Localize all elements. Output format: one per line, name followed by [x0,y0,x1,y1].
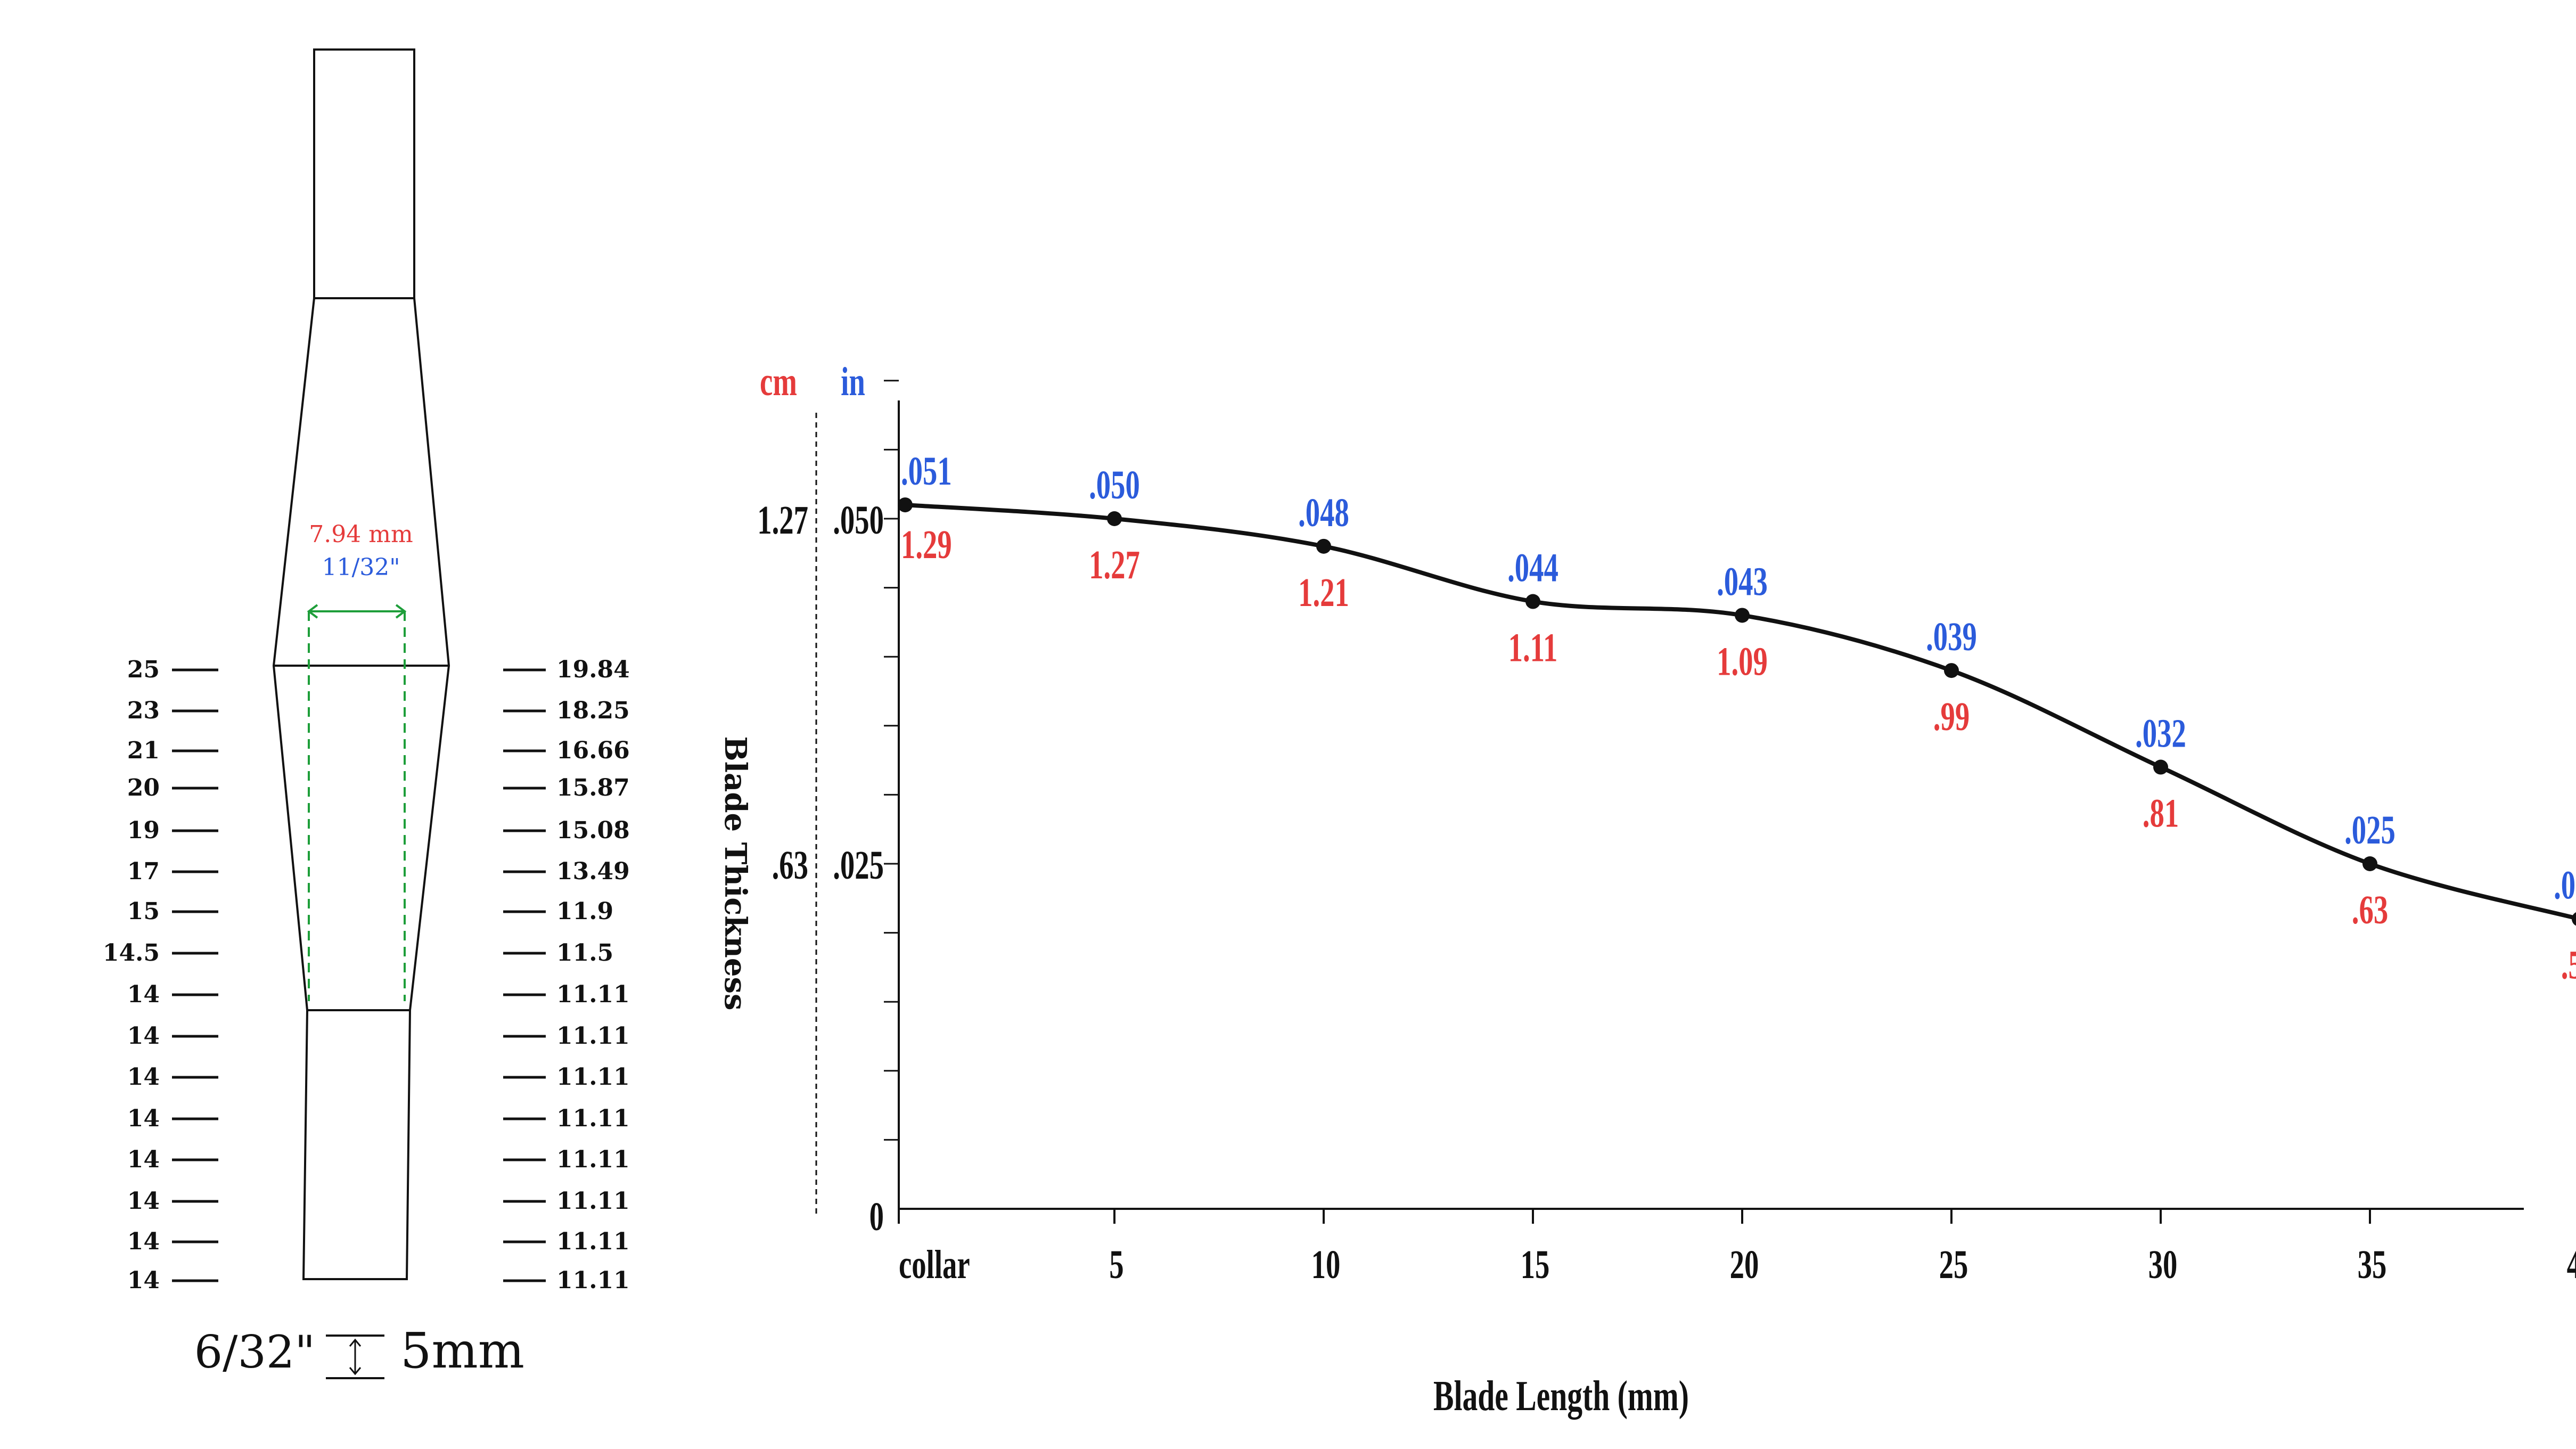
right-tick-label: 15.08 [556,817,630,844]
right-tick-label: 11.11 [556,1146,630,1173]
data-label-cm: .53 [2561,943,2576,988]
data-label-in: .043 [1717,560,1768,604]
data-point [2153,759,2168,775]
x-axis-ticks: collar 5 10 15 20 25 30 35 40 [898,1209,2576,1287]
width-label-in: 11/32" [322,554,400,581]
left-tick-label: 15 [127,898,160,925]
data-label-in: .050 [1089,463,1140,507]
left-tick-label: 17 [127,858,160,885]
right-tick-label: 11.11 [556,1022,630,1050]
y-tick-label-in: 0 [869,1194,884,1239]
right-tick-label: 16.66 [556,737,630,764]
left-tick-label: 14 [127,1228,160,1255]
right-tick-label: 13.49 [556,858,630,885]
data-point [1107,511,1122,526]
data-label-in: .051 [901,449,952,494]
right-tick-label: 19.84 [556,656,630,683]
data-label-cm: .99 [1933,695,1970,740]
left-tick-label: 25 [127,656,160,683]
data-labels-in: .051 .050 .048 .044 .043 .039 .032 .025 .021 [901,449,2576,908]
x-tick-label: 15 [1521,1242,1550,1287]
data-label-cm: 1.29 [901,523,952,568]
left-tick-label: 14 [127,1022,160,1050]
x-tick-label: collar [899,1242,970,1287]
width-guide [307,604,407,1001]
y-tick-label-cm: .63 [772,843,808,888]
data-label-in: .032 [2135,711,2186,756]
width-label-mm: 7.94 mm [309,521,413,548]
data-point [2362,856,2377,871]
data-point [2572,912,2576,926]
left-tick-label: 14 [127,1146,160,1173]
data-label-in: .044 [1507,546,1558,591]
right-tick-label: 11.11 [556,1188,630,1215]
x-axis-title: Blade Length (mm) [1433,1373,1689,1420]
y-axis-ticks [884,380,899,1141]
y-tick-label-cm: 1.27 [757,498,808,543]
right-tick-label: 11.5 [556,939,613,967]
data-labels-cm: 1.29 1.27 1.21 1.11 1.09 .99 .81 .63 .53 [901,523,2576,988]
right-tick-label: 11.11 [556,1105,630,1132]
data-point [1944,663,1959,678]
data-label-cm: 1.27 [1089,543,1140,587]
data-point [1735,608,1750,623]
thickness-chart: cm in .050 .025 0 1.27 .63 collar 5 10 15 20 25 30… [718,359,2576,1420]
data-label-cm: 1.11 [1508,626,1558,670]
x-tick-label: 40 [2567,1242,2576,1287]
right-tick-label: 11.11 [556,1267,630,1294]
x-tick-label: 20 [1730,1242,1759,1287]
left-tick-label: 19 [127,817,160,844]
left-tick-label: 14 [127,981,160,1008]
scale-label-mm: 5mm [400,1322,524,1379]
right-tick-label: 11.11 [556,1228,630,1255]
right-tick-label: 18.25 [556,697,630,724]
left-tick-label: 14 [127,1105,160,1132]
left-tick-label: 21 [127,737,160,764]
scale-label-in: 6/32" [194,1326,315,1378]
data-label-cm: .63 [2352,888,2388,932]
right-tick-label: 15.87 [556,774,630,801]
data-label-in: .039 [1926,615,1977,660]
data-point [1525,594,1540,609]
right-tick-label: 11.9 [556,898,613,925]
data-label-cm: 1.21 [1298,570,1349,615]
right-tick-label: 11.11 [556,981,630,1008]
data-label-in: .025 [2344,808,2395,853]
data-label-cm: .81 [2143,791,2179,836]
unit-in-label: in [841,359,865,404]
data-label-in: .021 [2554,863,2576,908]
x-tick-label: 10 [1311,1242,1341,1287]
data-point [898,497,913,513]
right-thickness-labels: 19.84 18.25 16.66 15.87 15.08 13.49 11.9 11.5 11… [503,656,630,1294]
scale-indicator [326,1335,384,1379]
x-tick-label: 35 [2358,1242,2387,1287]
y-axis-tick-labels: .050 .025 0 1.27 .63 [757,498,884,1239]
x-tick-label: 30 [2148,1242,2178,1287]
x-tick-label: 25 [1939,1242,1968,1287]
left-tick-label: 20 [127,774,160,801]
left-tick-label: 14 [127,1188,160,1215]
blade-diagram: 7.94 mm 11/32" 25 23 21 20 19 17 15 14.5 14 14 14 1… [103,48,630,1379]
data-points [898,497,2576,926]
left-tick-label: 14 [127,1063,160,1091]
left-tick-label: 14 [127,1267,160,1294]
y-tick-label-in: .050 [833,498,884,543]
data-point [1316,538,1331,554]
y-tick-label-in: .025 [833,843,884,888]
y-axis-title: Blade Thickness [718,736,753,1010]
blade-outline [272,48,450,1280]
left-tick-label: 14.5 [103,939,160,967]
unit-cm-label: cm [760,359,797,404]
left-tick-label: 23 [127,697,160,724]
data-label-cm: 1.09 [1717,640,1768,684]
left-thickness-labels: 25 23 21 20 19 17 15 14.5 14 14 14 14 14 14 14 14 [103,656,218,1294]
right-tick-label: 11.11 [556,1063,630,1091]
data-label-in: .048 [1298,490,1349,535]
x-tick-label: 5 [1109,1242,1123,1287]
